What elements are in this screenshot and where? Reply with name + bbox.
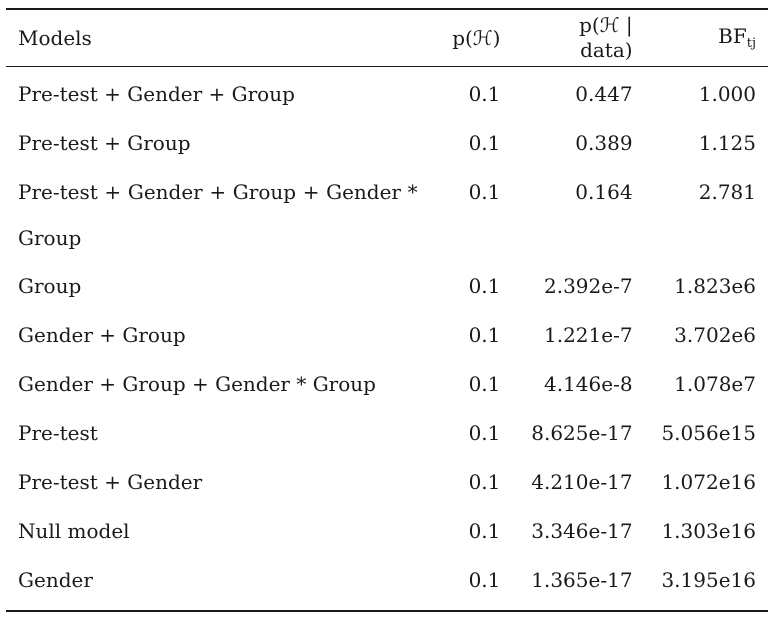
prior-cell: 0.1: [468, 519, 501, 543]
table-row: Pre-test 0.1 8.625e-17 5.056e15: [6, 409, 768, 458]
prior-cell: 0.1: [468, 470, 501, 494]
model-cell: Gender: [6, 556, 430, 611]
bf-cell: 2.781: [698, 180, 756, 204]
table-row: Group 0.1 2.392e-7 1.823e6: [6, 262, 768, 311]
bf-cell: 1.078e7: [674, 372, 756, 396]
model-name: Pre-test + Gender: [18, 470, 203, 494]
prior-cell: 0.1: [468, 274, 501, 298]
table-row: Gender + Group 0.1 1.221e-7 3.702e6: [6, 311, 768, 360]
model-name: Pre-test + Gender + Group + Gender * Gro…: [18, 180, 418, 250]
model-name: Gender: [18, 568, 93, 592]
prior-cell: 0.1: [468, 323, 501, 347]
bf-cell: 1.072e16: [661, 470, 756, 494]
bf-cell: 3.702e6: [674, 323, 756, 347]
header-bayes-factor: BFtj: [645, 9, 768, 67]
table-header: Models p(ℋ) p(ℋ | data) BFtj: [6, 9, 768, 67]
model-cell: Null model: [6, 507, 430, 556]
header-bf-subscript: tj: [746, 35, 756, 51]
model-cell: Group: [6, 262, 430, 311]
header-row: Models p(ℋ) p(ℋ | data) BFtj: [6, 9, 768, 67]
bf-cell: 1.303e16: [661, 519, 756, 543]
posterior-cell: 0.164: [575, 180, 633, 204]
table-body: Pre-test + Gender + Group 0.1 0.447 1.00…: [6, 67, 768, 611]
posterior-cell: 2.392e-7: [543, 274, 633, 298]
table-row: Pre-test + Group 0.1 0.389 1.125: [6, 119, 768, 168]
posterior-cell: 0.389: [575, 131, 633, 155]
header-posterior: p(ℋ | data): [579, 13, 633, 62]
posterior-cell: 4.146e-8: [543, 372, 633, 396]
prior-cell: 0.1: [468, 131, 501, 155]
table-row: Pre-test + Gender 0.1 4.210e-17 1.072e16: [6, 458, 768, 507]
model-name: Null model: [18, 519, 130, 543]
prior-cell: 0.1: [468, 372, 501, 396]
header-bf-main: BF: [718, 23, 747, 48]
model-cell: Pre-test + Group: [6, 119, 430, 168]
bf-cell: 1.000: [698, 82, 756, 106]
model-name: Gender + Group + Gender * Group: [18, 372, 376, 396]
header-prior: p(ℋ): [452, 25, 501, 50]
table-row: Gender 0.1 1.365e-17 3.195e16: [6, 556, 768, 611]
model-comparison-table: Models p(ℋ) p(ℋ | data) BFtj Pre-test + …: [6, 8, 768, 612]
model-cell: Pre-test: [6, 409, 430, 458]
model-cell: Gender + Group: [6, 311, 430, 360]
header-models: Models: [18, 25, 92, 50]
bf-cell: 1.125: [698, 131, 756, 155]
model-name: Group: [18, 274, 82, 298]
bf-cell: 3.195e16: [661, 568, 756, 592]
bf-cell: 5.056e15: [661, 421, 756, 445]
model-cell: Pre-test + Gender + Group: [6, 67, 430, 120]
posterior-cell: 1.221e-7: [543, 323, 633, 347]
table-row: Gender + Group + Gender * Group 0.1 4.14…: [6, 360, 768, 409]
prior-cell: 0.1: [468, 568, 501, 592]
model-cell: Pre-test + Gender + Group + Gender * Gro…: [6, 168, 430, 262]
model-name: Pre-test + Group: [18, 131, 191, 155]
model-name: Gender + Group: [18, 323, 186, 347]
bf-cell: 1.823e6: [674, 274, 756, 298]
posterior-cell: 4.210e-17: [531, 470, 633, 494]
prior-cell: 0.1: [468, 421, 501, 445]
table-row: Pre-test + Gender + Group + Gender * Gro…: [6, 168, 768, 262]
model-name: Pre-test + Gender + Group: [18, 82, 295, 106]
posterior-cell: 1.365e-17: [531, 568, 633, 592]
model-cell: Pre-test + Gender: [6, 458, 430, 507]
posterior-cell: 3.346e-17: [531, 519, 633, 543]
model-comparison-table-container: Models p(ℋ) p(ℋ | data) BFtj Pre-test + …: [6, 8, 768, 612]
model-name: Pre-test: [18, 421, 98, 445]
table-row: Null model 0.1 3.346e-17 1.303e16: [6, 507, 768, 556]
model-cell: Gender + Group + Gender * Group: [6, 360, 430, 409]
prior-cell: 0.1: [468, 82, 501, 106]
posterior-cell: 8.625e-17: [531, 421, 633, 445]
prior-cell: 0.1: [468, 180, 501, 204]
posterior-cell: 0.447: [575, 82, 633, 106]
table-row: Pre-test + Gender + Group 0.1 0.447 1.00…: [6, 67, 768, 120]
